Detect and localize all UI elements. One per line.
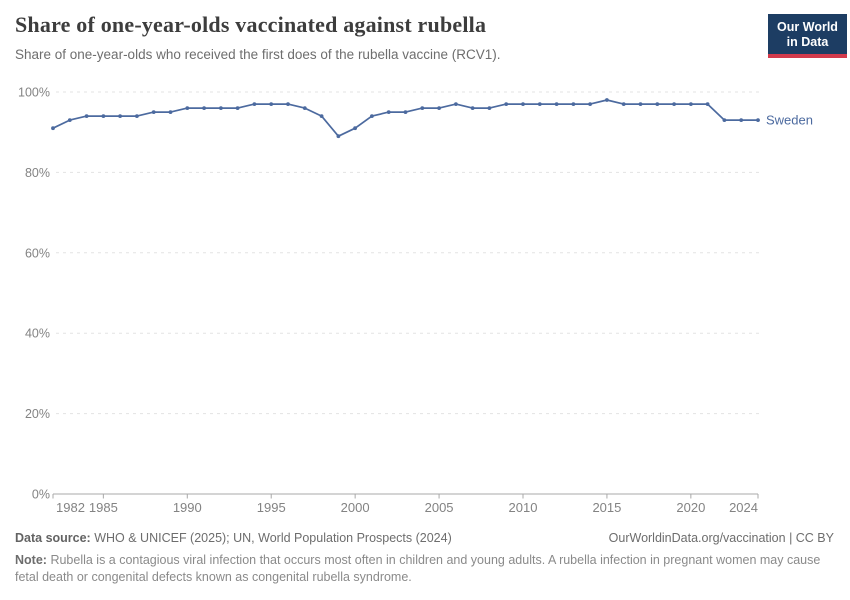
data-point (655, 102, 660, 106)
data-point (101, 114, 106, 118)
y-tick-label: 0% (32, 488, 50, 502)
data-point (84, 114, 89, 118)
x-axis-labels: 1982 1985 1990 1995 2000 2005 2010 2015 2020 2024 (56, 500, 758, 515)
data-point (756, 118, 760, 122)
data-point (454, 102, 458, 106)
data-point (67, 118, 72, 122)
y-axis-labels: 0% 20% 40% 60% 80% 100% (18, 86, 50, 502)
data-source-label: Data source: (15, 531, 91, 545)
chart-note: Note: Rubella is a contagious viral infe… (15, 552, 831, 586)
data-point (420, 106, 425, 110)
series-points (51, 98, 760, 139)
x-tick-label: 1982 (56, 500, 85, 515)
data-point (118, 114, 122, 118)
data-point (689, 102, 693, 106)
data-source-text: WHO & UNICEF (2025); UN, World Populatio… (94, 531, 452, 545)
data-point (554, 102, 559, 106)
data-point (504, 102, 509, 106)
x-tick-label: 2024 (729, 500, 758, 515)
data-point (151, 110, 156, 114)
y-tick-label: 60% (25, 246, 50, 260)
data-point (722, 118, 727, 122)
x-tick-label: 1985 (89, 500, 118, 515)
credit-link[interactable]: OurWorldinData.org/vaccination | CC BY (608, 531, 834, 545)
note-label: Note: (15, 553, 47, 567)
series-label: Sweden (766, 113, 813, 128)
data-point (202, 106, 207, 110)
data-point (521, 102, 525, 106)
data-point (51, 126, 55, 131)
chart-footer: Data source: WHO & UNICEF (2025); UN, Wo… (15, 531, 834, 586)
x-tick-label: 1990 (173, 500, 202, 515)
data-point (437, 106, 441, 110)
series-line (52, 99, 758, 138)
data-point (487, 106, 492, 110)
x-tick-label: 1995 (257, 500, 286, 515)
y-tick-label: 40% (25, 327, 50, 341)
gridlines (56, 91, 760, 415)
data-source: Data source: WHO & UNICEF (2025); UN, Wo… (15, 531, 452, 545)
chart-subtitle: Share of one-year-olds who received the … (15, 47, 501, 62)
data-point (269, 102, 274, 106)
x-tick-label: 2020 (676, 500, 705, 515)
data-point (302, 106, 307, 110)
data-point (336, 134, 341, 139)
data-point (621, 102, 626, 106)
data-point (470, 106, 475, 110)
page-title: Share of one-year-olds vaccinated agains… (15, 12, 487, 37)
data-point (319, 114, 324, 118)
data-point (571, 102, 576, 106)
y-tick-label: 80% (25, 166, 50, 180)
data-point (638, 102, 643, 106)
y-tick-label: 20% (25, 407, 50, 421)
data-point (386, 110, 391, 114)
y-tick-label: 100% (18, 86, 50, 100)
x-tick-label: 2015 (592, 500, 621, 515)
owid-logo-line1: Our World (777, 20, 838, 34)
data-point (370, 114, 374, 118)
data-point (168, 110, 173, 114)
data-point (353, 126, 357, 131)
x-tick-label: 2010 (509, 500, 538, 515)
chart-header: Share of one-year-olds vaccinated agains… (15, 12, 755, 62)
x-tick-label: 2000 (341, 500, 370, 515)
data-point (739, 118, 744, 122)
data-point (537, 102, 542, 106)
owid-logo-line2: in Data (786, 34, 829, 49)
data-point (672, 102, 676, 106)
data-point (705, 102, 710, 106)
data-point (605, 98, 609, 102)
data-point (286, 102, 290, 106)
note-text: Rubella is a contagious viral infection … (15, 553, 821, 584)
data-point (185, 106, 190, 110)
data-point (403, 110, 408, 114)
data-point (588, 102, 592, 106)
data-point (252, 102, 257, 106)
data-point (219, 106, 223, 110)
x-axis (52, 493, 759, 499)
data-point (235, 106, 240, 110)
data-point (135, 114, 139, 118)
x-tick-label: 2005 (425, 500, 454, 515)
owid-logo[interactable]: Our World in Data (768, 14, 847, 58)
